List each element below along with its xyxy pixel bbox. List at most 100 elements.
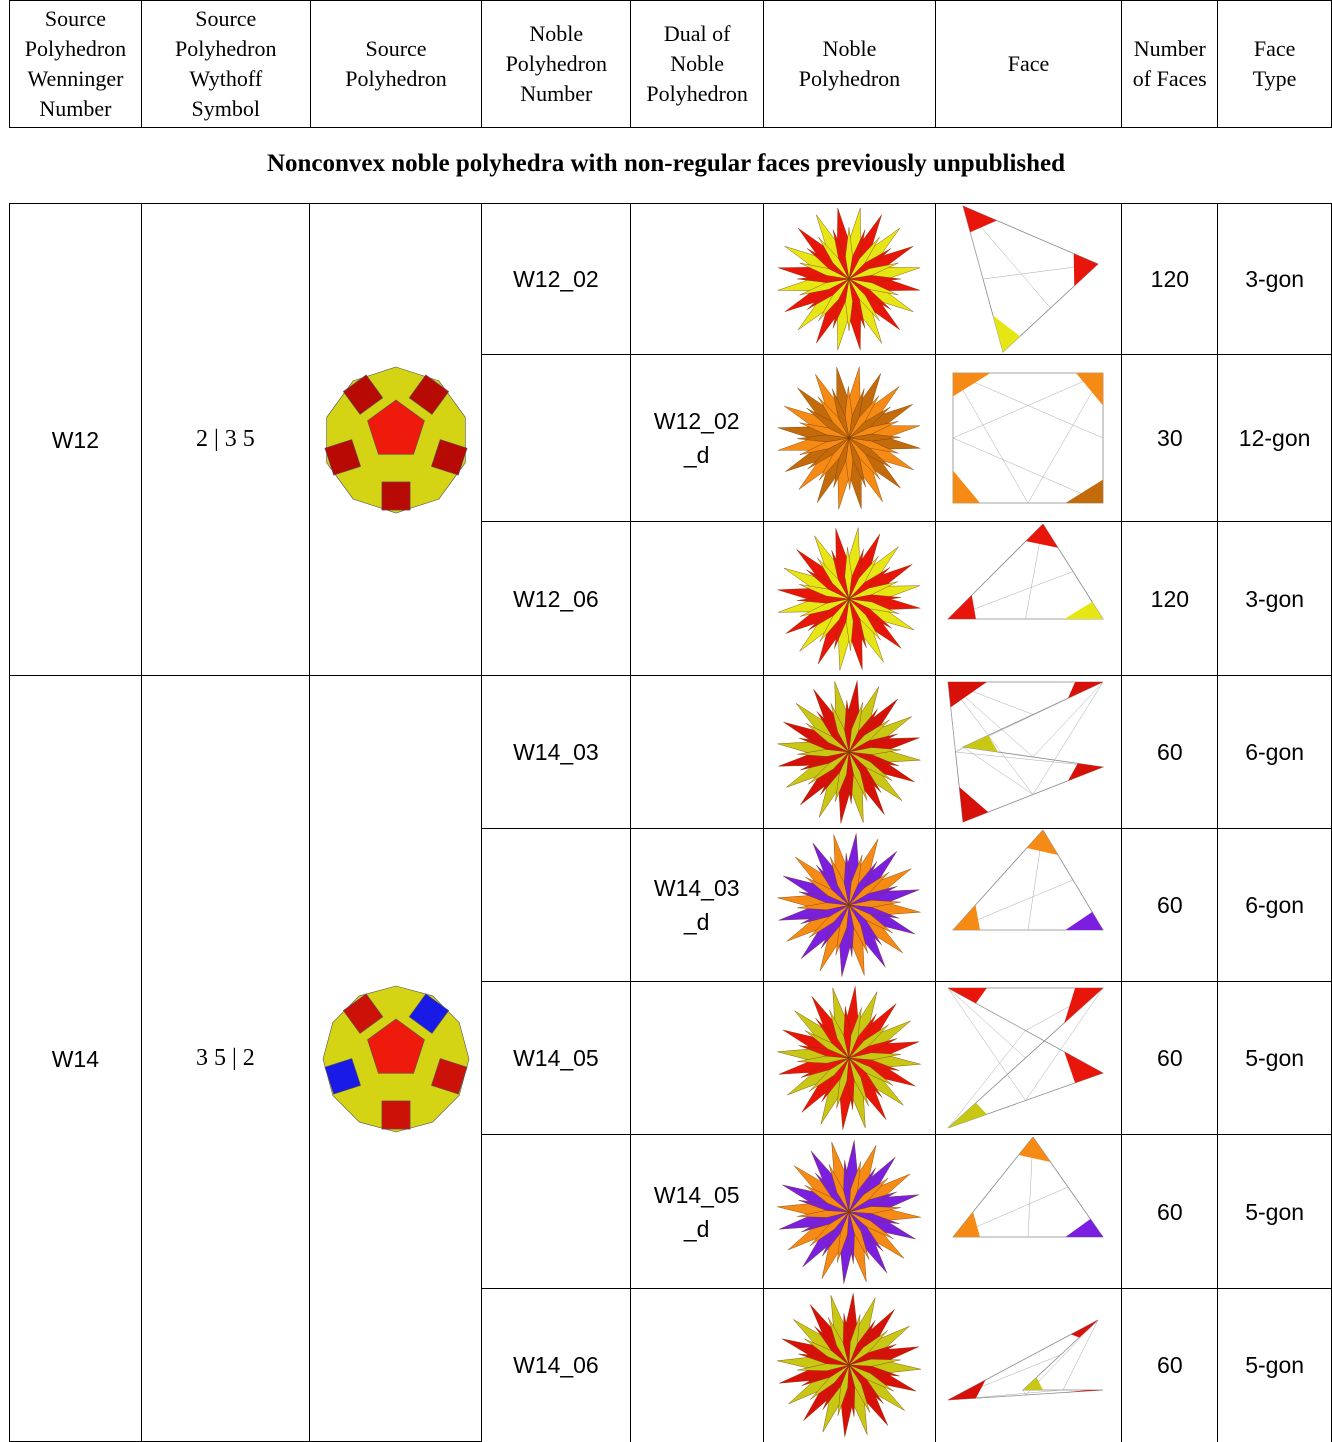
face-wedge — [1065, 912, 1104, 930]
polyhedron-face — [324, 1057, 361, 1094]
polyhedron-face — [342, 373, 383, 415]
face-cell — [934, 354, 1123, 522]
polyhedron-facet — [848, 751, 882, 793]
face-wedge — [948, 988, 988, 1004]
noble-polyhedron-cell — [762, 981, 936, 1135]
face-image — [953, 372, 1104, 504]
section-title: Nonconvex noble polyhedra with non-regul… — [266, 150, 1066, 177]
face-type: 5-gon — [1217, 1134, 1332, 1289]
face-wedge — [1076, 373, 1104, 406]
header-number-of-faces: Number of Faces — [1121, 0, 1219, 128]
face-wedge — [948, 1102, 988, 1128]
number-of-faces: 60 — [1121, 981, 1219, 1135]
construction-line — [1033, 681, 1104, 758]
noble-polyhedron-number: W14_06 — [481, 1288, 631, 1442]
face-wedge — [948, 682, 988, 708]
face-wedge — [963, 735, 999, 752]
polyhedron-facet — [846, 1057, 855, 1110]
face-outline — [953, 372, 1104, 504]
noble-polyhedron-cell — [762, 203, 936, 355]
face-image — [962, 205, 1100, 353]
face-cell — [934, 1288, 1123, 1442]
polyhedra-table: W12 2 | 3 5 W12_02 120 3-gon W12_02 _d 30 12-go… — [9, 203, 1332, 1442]
face-type: 12-gon — [1217, 354, 1332, 522]
polyhedron-facet — [837, 1211, 850, 1263]
wenninger-number: W14 — [9, 675, 142, 1442]
header-wythoff-symbol: Source Polyhedron Wythoff Symbol — [140, 0, 311, 128]
noble-polyhedron-image — [777, 680, 921, 824]
table-row: W14_05 _d 60 5-gon — [10, 1134, 1332, 1289]
face-type: 5-gon — [1217, 981, 1332, 1135]
dual-of-noble-polyhedron — [629, 521, 764, 676]
polyhedron-face — [366, 1018, 425, 1074]
noble-polyhedron-number: W12_06 — [481, 521, 631, 676]
noble-polyhedron-cell — [762, 828, 936, 982]
face-wedge — [1065, 1218, 1104, 1237]
face-type: 3-gon — [1217, 203, 1332, 355]
face-type: 5-gon — [1217, 1288, 1332, 1442]
construction-line — [948, 1030, 1027, 1129]
noble-polyhedron-cell — [762, 354, 936, 522]
noble-polyhedron-number — [481, 354, 631, 522]
table-row: W12_06 120 3-gon — [10, 521, 1332, 676]
face-image — [948, 681, 1106, 823]
header-face: Face — [934, 0, 1123, 128]
face-wedge — [1064, 1051, 1104, 1083]
table-row: W14_06 60 5-gon — [10, 1288, 1332, 1442]
table-row: W12_02 _d 30 12-gon — [10, 354, 1332, 522]
dual-of-noble-polyhedron — [629, 675, 764, 829]
polyhedron-facet — [848, 598, 892, 628]
face-type: 3-gon — [1217, 521, 1332, 676]
header-table: Source Polyhedron Wenninger Number Sourc… — [9, 0, 1332, 128]
construction-line — [1028, 372, 1104, 504]
source-polyhedron-cell — [309, 203, 483, 676]
construction-line — [953, 372, 1104, 439]
face-cell — [934, 828, 1123, 982]
noble-polyhedron-cell — [762, 675, 936, 829]
face-type: 6-gon — [1217, 828, 1332, 982]
face-wedge — [963, 206, 998, 233]
face-wedge — [1064, 988, 1104, 1023]
construction-line — [963, 746, 1034, 795]
face-wedge — [1064, 601, 1104, 619]
noble-polyhedron-image — [777, 833, 921, 977]
source-polyhedron-cell — [309, 675, 483, 1442]
number-of-faces: 60 — [1121, 1134, 1219, 1289]
face-wedge — [948, 594, 977, 619]
construction-line — [953, 437, 1104, 504]
face-wedge — [1027, 830, 1059, 855]
polyhedron-face — [408, 992, 449, 1034]
face-wedge — [953, 905, 981, 930]
polyhedron-facet — [849, 275, 901, 283]
face-wedge — [948, 1380, 986, 1401]
table-row: W14_03 _d 60 6-gon — [10, 828, 1332, 982]
face-type: 6-gon — [1217, 675, 1332, 829]
face-wedge — [1071, 1320, 1099, 1338]
number-of-faces: 60 — [1121, 828, 1219, 982]
noble-polyhedron-number: W12_02 — [481, 203, 631, 355]
construction-line — [948, 681, 957, 753]
dual-of-noble-polyhedron — [629, 981, 764, 1135]
table-row: W12 2 | 3 5 W12_02 120 3-gon — [9, 203, 1332, 676]
polyhedron-facet — [822, 1365, 850, 1411]
face-wedge — [959, 787, 989, 822]
face-image — [948, 1319, 1104, 1401]
header-noble-polyhedron: Noble Polyhedron — [763, 0, 936, 128]
construction-line — [1033, 681, 1104, 795]
construction-line — [953, 372, 1029, 504]
construction-line — [948, 987, 1027, 1101]
noble-polyhedron-image — [777, 207, 921, 351]
noble-polyhedron-cell — [762, 1288, 936, 1442]
construction-line — [955, 746, 964, 753]
truncated-icosahedral-polyhedron-image — [324, 366, 468, 513]
header-face-type: Face Type — [1217, 0, 1332, 128]
face-wedge — [1074, 253, 1099, 286]
number-of-faces: 120 — [1121, 203, 1219, 355]
polyhedron-face — [430, 1057, 468, 1094]
face-wedge — [1026, 523, 1059, 548]
polyhedron-face — [324, 438, 361, 475]
face-cell — [934, 981, 1123, 1135]
face-wedge — [1019, 1136, 1051, 1162]
header-wenninger-number: Source Polyhedron Wenninger Number — [9, 0, 142, 128]
face-wedge — [993, 315, 1021, 352]
